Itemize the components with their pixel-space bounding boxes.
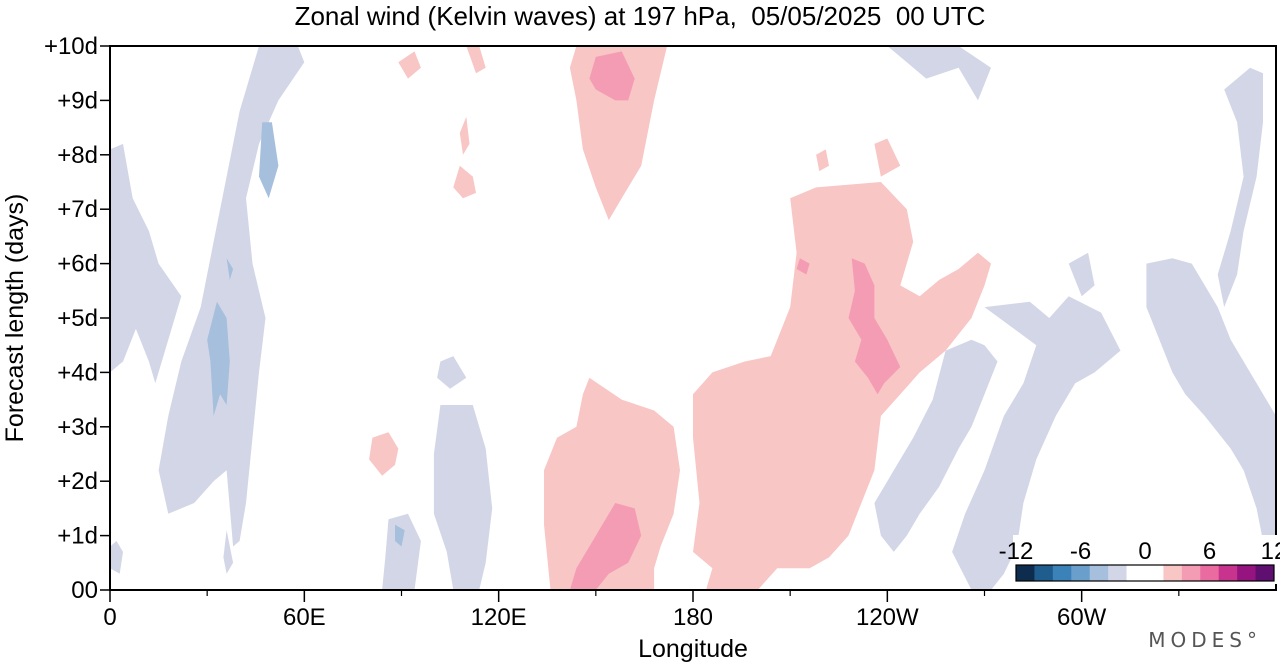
contour-region-pos-22 [369,432,399,476]
x-tick-label: 120E [471,604,527,631]
contour-region-pos-23 [544,377,680,590]
contour-region-neg-8 [1146,258,1276,552]
colorbar-frame [1015,564,1275,582]
brand-logo: MODES° [1148,628,1262,652]
y-tick-label: +4d [57,359,98,386]
contour-region-neg-9 [1217,67,1263,308]
contour-region-neg-1 [110,541,123,574]
contour-region-neg-7 [887,46,991,101]
x-tick-label: 120W [856,604,919,631]
y-tick-label: +7d [57,196,98,223]
contour-region-neg-14 [207,301,230,416]
colorbar-swatch [1034,565,1054,581]
y-tick-label: +1d [57,523,98,550]
contour-region-pos-29 [796,258,810,275]
colorbar-swatch [1181,565,1201,581]
x-tick-label: 60W [1057,604,1107,631]
colorbar-swatch [1052,565,1072,581]
contour-region-pos-24 [693,182,991,590]
contour-regions [110,46,1276,590]
colorbar-swatch [1126,565,1146,581]
chart-title: Zonal wind (Kelvin waves) at 197 hPa, 05… [294,1,986,31]
contour-region-pos-17 [569,46,668,221]
colorbar-swatch [1218,565,1238,581]
contour-region-pos-18 [466,46,486,74]
contour-region-neg-2 [158,46,305,547]
contour-region-pos-27 [589,51,635,101]
x-tick-label: 0 [103,604,116,631]
y-axis-label: Forecast length (days) [1,194,29,443]
colorbar-label: -6 [1070,538,1091,565]
colorbar-swatch [1071,565,1091,581]
contour-region-pos-20 [453,165,476,199]
contour-region-neg-3 [223,530,234,574]
contour-region-pos-30 [569,503,642,590]
y-tick-label: +10d [44,33,98,60]
colorbar-swatch [1237,565,1257,581]
x-axis-label: Longitude [638,635,748,663]
y-tick-label: +2d [57,468,98,495]
colorbar-swatch [1255,565,1275,581]
contour-region-pos-28 [848,258,901,395]
x-tick-label: 60E [283,604,326,631]
y-tick-label: +8d [57,142,98,169]
colorbar-swatch [1108,565,1128,581]
contour-region-neg-11 [952,296,1121,590]
y-tick-label: +5d [57,305,98,332]
y-tick-label: +3d [57,414,98,441]
colorbar-swatch [1163,565,1183,581]
x-tick-label: 180 [673,604,713,631]
y-tick-label: +9d [57,87,98,114]
y-axis: 00 +1d +2d +3d +4d +5d +6d +7d +8d +9d +10d [44,33,110,604]
colorbar-label: 0 [1138,538,1151,565]
x-axis: 0 60E 120E 180 120W 60W [103,590,1180,631]
y-tick-label: +6d [57,251,98,278]
contour-region-neg-0 [110,143,182,384]
colorbar-swatch [1016,565,1035,581]
colorbar-label: -12 [999,538,1034,565]
colorbar-legend: -12 -6 0 6 12 [999,535,1280,584]
colorbar-swatch [1089,565,1109,581]
contour-region-neg-5 [433,405,493,590]
contour-region-pos-25 [874,138,901,177]
contour-region-neg-15 [226,258,234,280]
y-tick-label: 00 [71,577,98,604]
contour-region-neg-12 [1068,252,1095,297]
contour-region-pos-19 [398,51,421,79]
contour-region-pos-26 [816,149,829,172]
contour-region-neg-16 [395,524,405,547]
colorbar-label: 12 [1261,538,1280,565]
contour-region-neg-10 [874,339,998,552]
colorbar-swatch [1145,565,1164,581]
colorbar-swatch [1200,565,1220,581]
colorbar-label: 6 [1203,538,1216,565]
contour-region-neg-4 [382,513,421,590]
contour-region-neg-13 [259,122,279,199]
contour-region-pos-21 [459,116,470,155]
contour-region-neg-6 [437,356,467,389]
